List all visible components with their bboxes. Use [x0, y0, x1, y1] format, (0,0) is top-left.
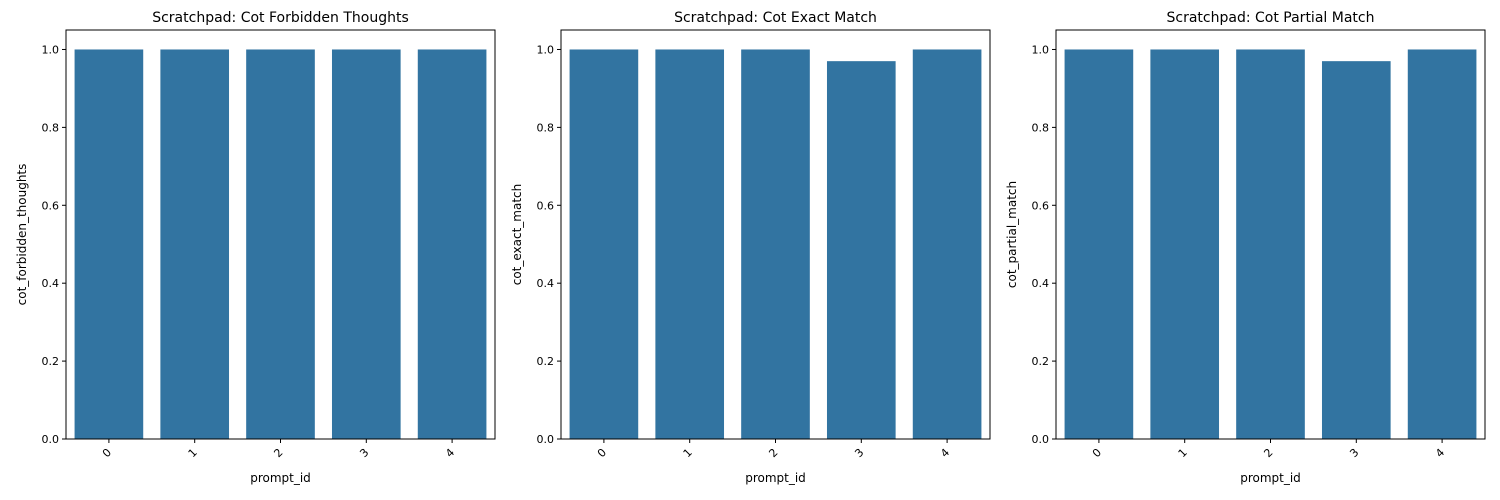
- x-tick-label: 0: [1090, 446, 1104, 460]
- x-tick-label: 3: [357, 446, 371, 460]
- y-tick-label: 0.4: [1032, 277, 1050, 290]
- y-axis-label: cot_forbidden_thoughts: [15, 164, 29, 306]
- x-tick-label: 2: [271, 446, 285, 460]
- plot-frame: [560, 29, 991, 440]
- chart-title: Scratchpad: Cot Partial Match: [1167, 10, 1375, 26]
- chart-cot-forbidden-thoughts: 0.0 0.2 0.4 0.6 0.8 1.0 0 1 2 3 4 Scratchpad: Cot F…: [15, 10, 496, 485]
- y-tick-label: 1.0: [42, 43, 60, 56]
- bar-3: [331, 49, 401, 439]
- y-tick-label: 0.6: [537, 199, 555, 212]
- bar-3: [826, 61, 896, 440]
- x-tick-label: 1: [681, 446, 695, 460]
- y-tick-label: 0.0: [537, 433, 555, 446]
- x-tick-label: 3: [1347, 446, 1361, 460]
- bar-0: [74, 49, 144, 439]
- chart-title: Scratchpad: Cot Exact Match: [674, 10, 877, 26]
- y-tick-label: 0.0: [1032, 433, 1050, 446]
- x-tick-label: 4: [1433, 446, 1447, 460]
- bar-2: [246, 49, 315, 439]
- x-tick-label: 2: [1261, 446, 1275, 460]
- y-tick-label: 0.2: [537, 355, 555, 368]
- y-tick-label: 0.8: [42, 121, 60, 134]
- x-tick-label: 1: [186, 446, 200, 460]
- y-axis-label: cot_exact_match: [510, 184, 524, 286]
- y-tick-label: 1.0: [1032, 43, 1050, 56]
- plot-frame: [65, 29, 496, 440]
- y-axis-label: cot_partial_match: [1005, 181, 1019, 288]
- x-tick-label: 0: [100, 446, 114, 460]
- y-tick-label: 0.2: [42, 355, 60, 368]
- bar-1: [160, 49, 230, 439]
- bar-3: [1321, 61, 1391, 440]
- bar-2: [1236, 49, 1305, 439]
- x-tick-label: 3: [852, 446, 866, 460]
- x-axis-label: prompt_id: [250, 471, 311, 485]
- chart-cot-exact-match: 0.0 0.2 0.4 0.6 0.8 1.0 0 1 2 3 4 Scratchpad: Cot E…: [510, 10, 991, 485]
- y-tick-label: 0.2: [1032, 355, 1050, 368]
- x-tick-label: 4: [443, 446, 457, 460]
- chart-cot-partial-match: 0.0 0.2 0.4 0.6 0.8 1.0 0 1 2 3 4 Scratchpad: Cot P…: [1005, 10, 1486, 485]
- chart-title: Scratchpad: Cot Forbidden Thoughts: [152, 10, 409, 26]
- y-tick-label: 0.0: [42, 433, 60, 446]
- bar-4: [1407, 49, 1477, 439]
- plot-frame: [1055, 29, 1486, 440]
- x-axis-label: prompt_id: [745, 471, 806, 485]
- y-tick-label: 0.6: [42, 199, 60, 212]
- y-tick-label: 1.0: [537, 43, 555, 56]
- y-tick-label: 0.8: [537, 121, 555, 134]
- x-tick-label: 1: [1176, 446, 1190, 460]
- y-tick-label: 0.8: [1032, 121, 1050, 134]
- x-tick-label: 2: [766, 446, 780, 460]
- bar-0: [1064, 49, 1134, 439]
- bar-0: [569, 49, 639, 439]
- x-axis-label: prompt_id: [1240, 471, 1301, 485]
- bar-2: [741, 49, 810, 439]
- bar-4: [417, 49, 487, 439]
- bar-1: [655, 49, 725, 439]
- x-tick-label: 0: [595, 446, 609, 460]
- bar-4: [912, 49, 982, 439]
- x-tick-label: 4: [938, 446, 952, 460]
- y-tick-label: 0.4: [42, 277, 60, 290]
- y-tick-label: 0.4: [537, 277, 555, 290]
- y-tick-label: 0.6: [1032, 199, 1050, 212]
- bar-1: [1150, 49, 1220, 439]
